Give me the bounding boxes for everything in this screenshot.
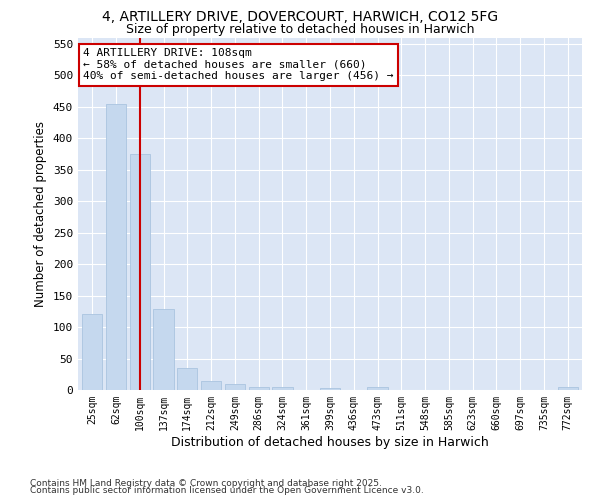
Bar xyxy=(130,154,150,390)
Bar xyxy=(367,387,388,390)
Bar xyxy=(177,368,197,390)
Bar xyxy=(225,384,245,390)
Text: Contains public sector information licensed under the Open Government Licence v3: Contains public sector information licen… xyxy=(30,486,424,495)
Text: 4, ARTILLERY DRIVE, DOVERCOURT, HARWICH, CO12 5FG: 4, ARTILLERY DRIVE, DOVERCOURT, HARWICH,… xyxy=(102,10,498,24)
Y-axis label: Number of detached properties: Number of detached properties xyxy=(34,120,47,306)
Text: Contains HM Land Registry data © Crown copyright and database right 2025.: Contains HM Land Registry data © Crown c… xyxy=(30,478,382,488)
Text: 4 ARTILLERY DRIVE: 108sqm
← 58% of detached houses are smaller (660)
40% of semi: 4 ARTILLERY DRIVE: 108sqm ← 58% of detac… xyxy=(83,48,394,82)
Bar xyxy=(154,310,173,390)
Text: Size of property relative to detached houses in Harwich: Size of property relative to detached ho… xyxy=(126,22,474,36)
X-axis label: Distribution of detached houses by size in Harwich: Distribution of detached houses by size … xyxy=(171,436,489,448)
Bar xyxy=(82,314,103,390)
Bar xyxy=(201,380,221,390)
Bar xyxy=(248,387,269,390)
Bar xyxy=(320,388,340,390)
Bar xyxy=(106,104,126,390)
Bar xyxy=(557,388,578,390)
Bar xyxy=(272,388,293,390)
